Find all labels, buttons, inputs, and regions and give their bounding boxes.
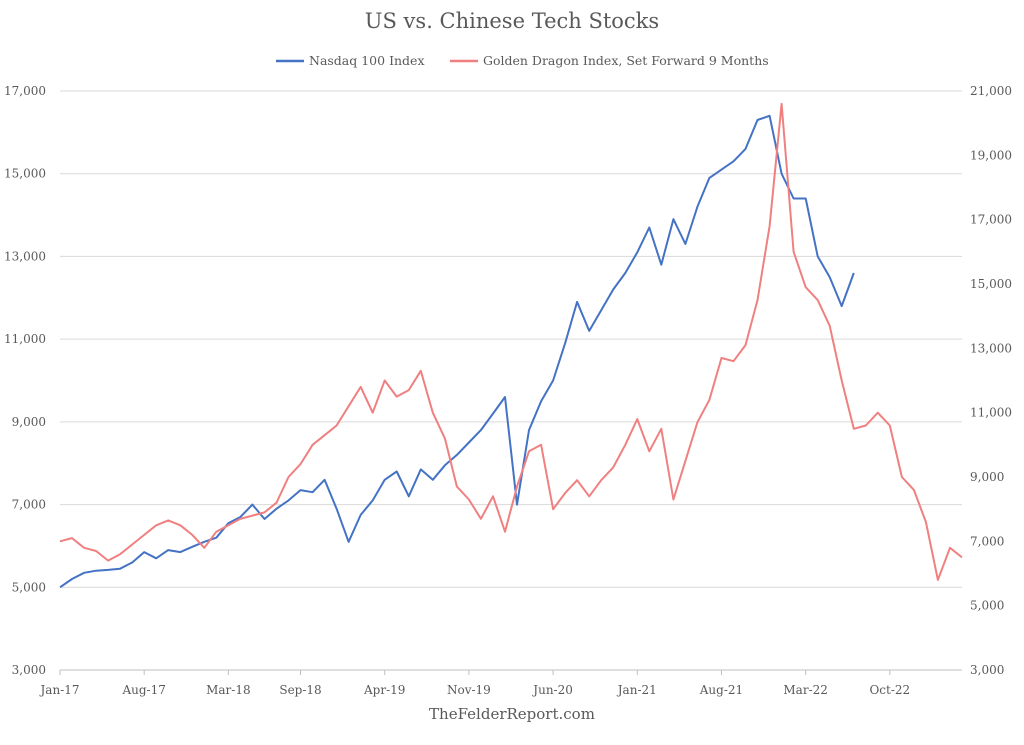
x-tick-label: Mar-18: [206, 683, 251, 697]
x-tick-label: Aug-21: [699, 683, 743, 697]
right-tick-label: 3,000: [970, 663, 1004, 677]
legend-label-golden-dragon: Golden Dragon Index, Set Forward 9 Month…: [483, 53, 769, 68]
chart-title: US vs. Chinese Tech Stocks: [365, 9, 659, 33]
legend: Nasdaq 100 Index Golden Dragon Index, Se…: [276, 53, 769, 68]
x-tick-label: Sep-18: [279, 683, 321, 697]
series-line-golden-dragon: [59, 102, 963, 581]
left-tick-label: 3,000: [12, 663, 46, 677]
x-tick-label: Aug-17: [121, 683, 165, 697]
right-tick-label: 19,000: [970, 148, 1012, 162]
series-line-nasdaq: [59, 114, 855, 589]
left-axis-ticks: 3,000 5,000 7,000 9,000 11,000 13,000 15,000 17…: [4, 84, 46, 677]
source-label: TheFelderReport.com: [429, 705, 595, 723]
x-axis: Jan-17 Aug-17 Mar-18 Sep-18 Apr-19 Nov-19 Jun-…: [38, 669, 962, 697]
right-tick-label: 13,000: [970, 341, 1012, 355]
x-tick-label: Nov-19: [447, 683, 491, 697]
right-tick-label: 11,000: [970, 406, 1012, 420]
left-tick-label: 13,000: [4, 249, 46, 263]
x-tick-label: Apr-19: [363, 683, 405, 697]
right-tick-label: 5,000: [970, 599, 1004, 613]
right-tick-label: 17,000: [970, 213, 1012, 227]
left-tick-label: 5,000: [12, 580, 46, 594]
left-tick-label: 15,000: [4, 167, 46, 181]
left-tick-label: 9,000: [12, 415, 46, 429]
right-tick-label: 21,000: [970, 84, 1012, 98]
legend-label-nasdaq: Nasdaq 100 Index: [309, 53, 425, 68]
right-tick-label: 9,000: [970, 470, 1004, 484]
right-tick-label: 15,000: [970, 277, 1012, 291]
left-tick-label: 7,000: [12, 498, 46, 512]
x-tick-label: Jan-21: [616, 683, 657, 697]
left-tick-label: 17,000: [4, 84, 46, 98]
x-tick-label: Oct-22: [869, 683, 910, 697]
x-tick-label: Mar-22: [783, 683, 828, 697]
right-tick-label: 7,000: [970, 534, 1004, 548]
right-axis-ticks: 3,000 5,000 7,000 9,000 11,000 13,000 15,000 17…: [970, 84, 1012, 677]
x-tick-label: Jun-20: [531, 683, 573, 697]
x-tick-label: Jan-17: [38, 683, 79, 697]
left-tick-label: 11,000: [4, 332, 46, 346]
gridlines: [60, 90, 962, 671]
series-lines: [59, 102, 963, 589]
